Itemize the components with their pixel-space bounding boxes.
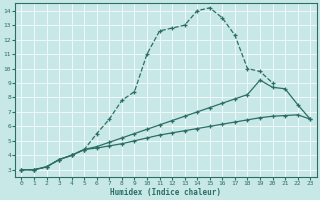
X-axis label: Humidex (Indice chaleur): Humidex (Indice chaleur)	[110, 188, 221, 197]
